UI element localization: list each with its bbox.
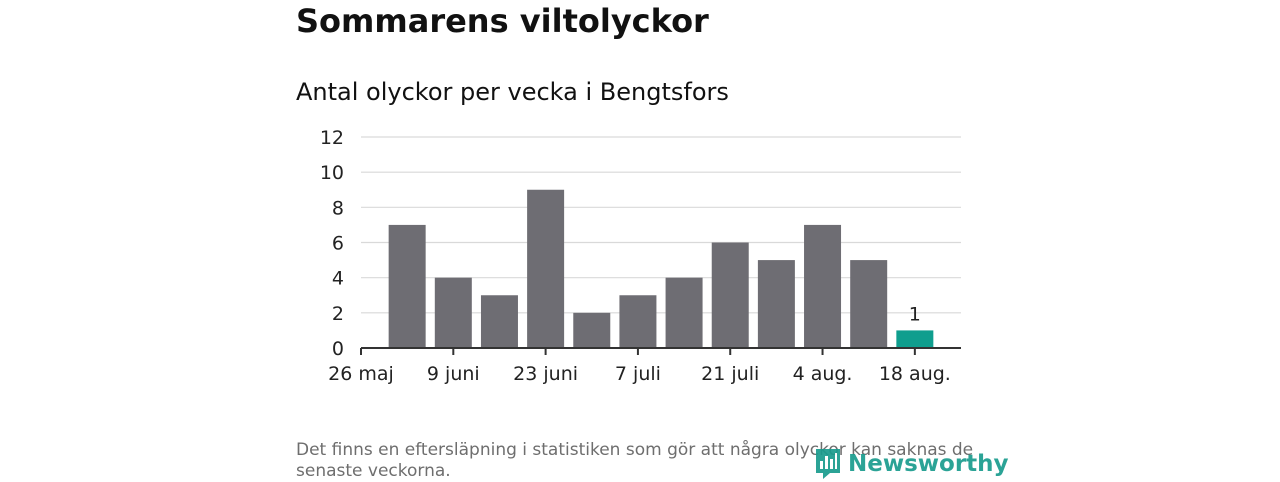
x-tick-label: 9 juni (427, 363, 480, 385)
y-tick-label: 8 (332, 197, 344, 219)
bar-chart: 0 2 4 6 8 10 12 1 26 maj 9 juni 23 juni 7 juli 21 ju… (320, 127, 961, 385)
chart-title: Sommarens viltolyckor (296, 2, 709, 40)
chart-subtitle: Antal olyckor per vecka i Bengtsfors (296, 78, 729, 106)
x-tick-label: 18 aug. (879, 363, 951, 385)
y-tick-label: 12 (320, 127, 344, 149)
footnote: Det finns en eftersläpning i statistiken… (296, 440, 974, 481)
bar (527, 189, 565, 348)
bar (665, 277, 703, 348)
bar (480, 295, 518, 348)
y-tick-label: 2 (332, 303, 344, 325)
newsworthy-logo-icon (816, 449, 840, 479)
bar (388, 224, 426, 348)
y-tick-label: 0 (332, 338, 344, 360)
y-tick-label: 6 (332, 233, 344, 255)
x-tick-label: 4 aug. (793, 363, 853, 385)
bar (619, 295, 657, 348)
x-tick-label: 21 juli (701, 363, 759, 385)
bar (850, 260, 888, 348)
y-tick-label: 10 (320, 162, 344, 184)
y-tick-label: 4 (332, 268, 344, 290)
newsworthy-logo: Newsworthy (814, 446, 1009, 482)
x-tick-label: 7 juli (615, 363, 661, 385)
x-tick-label: 26 maj (328, 363, 394, 385)
x-tick-label: 23 juni (513, 363, 578, 385)
bar (711, 242, 749, 348)
bar-highlighted (896, 330, 934, 348)
brand-name: Newsworthy (848, 451, 1009, 477)
bar (434, 277, 472, 348)
data-label: 1 (909, 303, 921, 325)
bar (757, 260, 795, 348)
bar (804, 224, 842, 348)
bar (573, 312, 611, 348)
